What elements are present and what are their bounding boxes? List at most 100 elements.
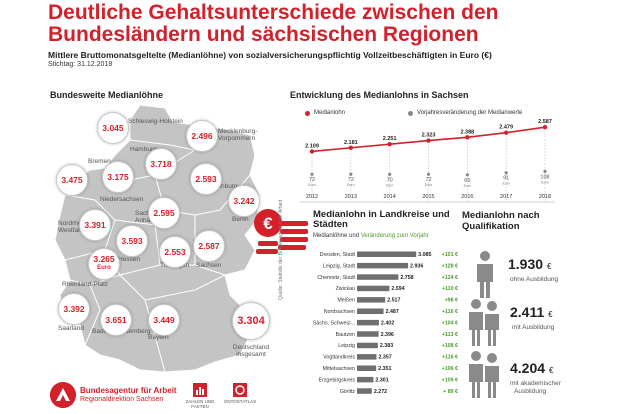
- label-bayern: Bayern: [148, 334, 169, 341]
- kreis-category-label: Erzgebirgskreis: [318, 377, 355, 383]
- trend-x-tick: 2013: [345, 194, 357, 200]
- qual-value-2-number: 2.411: [510, 304, 545, 320]
- kreis-category-label: Bautzen: [336, 332, 355, 338]
- trend-point-median: [309, 149, 315, 154]
- trend-label-median: 2.181: [344, 140, 358, 146]
- bubble-sachsen-anhalt: 2.595: [148, 197, 180, 229]
- qual-value-2: 2.411 €: [510, 304, 553, 320]
- label-hessen: Hessen: [118, 256, 141, 263]
- trend-point-median: [542, 124, 548, 130]
- kreis-bar: [357, 342, 378, 349]
- kreis-value-label: 2.517: [387, 298, 400, 304]
- kreise-heading: Medianlohn in Landkreise und Städten: [313, 209, 450, 230]
- kreis-value-label: 2.357: [378, 355, 391, 361]
- kreise-bar-chart: Dresden, Stadt 3.085 +101 € Leipzig, Stadt 2…: [313, 251, 458, 395]
- label-rheinland-pfalz: Rheinland-Pfalz: [62, 281, 108, 288]
- kreis-change-label: +104 €: [442, 320, 458, 326]
- legend-change-label: Vorjahresveränderung der Medianwerte: [417, 110, 523, 116]
- trend-point-median: [426, 138, 431, 143]
- trend-x-tick: 2016: [461, 194, 473, 200]
- bubble-schleswig-holstein: 3.045: [97, 112, 129, 144]
- kreise-sub-change: Veränderung zum Vorjahr: [360, 233, 429, 239]
- kreis-category-label: Dresden, Stadt: [320, 252, 356, 258]
- academic-workers-icon: [469, 351, 499, 398]
- trend-label-change: 65: [464, 178, 470, 184]
- trend-label-unit: Euro: [308, 183, 315, 187]
- germany-total-label-2: insgesamt: [236, 351, 266, 358]
- kreis-value-label: 2.272: [374, 389, 387, 395]
- trend-point-change: [388, 172, 392, 176]
- label-saarland: Saarland: [58, 325, 85, 332]
- kreis-bar: [357, 274, 399, 280]
- trend-x-tick: 2014: [384, 194, 396, 200]
- bubble-niedersachsen: 3.175: [102, 161, 134, 193]
- trend-point-median: [348, 145, 354, 150]
- trend-x-tick: 2017: [500, 194, 512, 200]
- label-bremen: Bremen: [88, 158, 111, 165]
- kreis-category-label: Görlitz: [340, 389, 356, 395]
- bubble-bremen: 3.475: [56, 164, 88, 196]
- trend-heading: Entwicklung des Medianlohns in Sachsen: [290, 90, 469, 100]
- trend-chart: 2.10972Euro20122.18172Euro20132.25170Eur…: [300, 119, 555, 203]
- trend-label-change: 91: [503, 176, 509, 182]
- qual-label-3a: mit akademischer: [510, 380, 561, 387]
- trend-label-unit: Euro: [425, 183, 432, 187]
- kreis-category-label: Vogtlandkreis: [323, 355, 355, 361]
- kreis-change-label: +106 €: [442, 366, 458, 372]
- germany-total-label-1: Deutschland: [232, 344, 270, 351]
- trend-point-median: [465, 135, 470, 140]
- trend-point-change: [504, 171, 508, 175]
- qual-value-2-unit: €: [548, 310, 553, 319]
- zahlen-fakten-caption: ZAHLEN UND FAKTEN: [185, 399, 215, 409]
- trend-point-median: [387, 142, 392, 147]
- label-schleswig-holstein: Schleswig-Holstein: [128, 118, 183, 125]
- label-sachsen: Sachsen: [196, 262, 222, 269]
- kreis-bar: [357, 331, 379, 337]
- kreis-value-label: 2.402: [381, 320, 394, 326]
- bubble-hamburg: 3.718: [145, 148, 177, 180]
- kreis-value-label: 2.936: [410, 263, 423, 269]
- kreis-change-label: +109 €: [442, 377, 458, 383]
- kreis-change-label: +113 €: [442, 332, 458, 338]
- label-sachsen-anhalt-2: Anhalt: [135, 217, 154, 224]
- qual-heading: Medianlohn nach Qualifikation: [462, 210, 540, 232]
- germany-total-value: 3.304: [232, 302, 270, 340]
- kreise-source: Quelle: Statistik der Bundesagentur für …: [278, 199, 284, 300]
- kreis-value-label: 2.487: [386, 309, 399, 315]
- trend-x-tick: 2012: [306, 194, 318, 200]
- qual-label-3b: Ausbildung: [514, 388, 547, 395]
- trend-label-median: 2.109: [305, 143, 319, 149]
- bubble-bayern: 3.449: [148, 304, 180, 336]
- zahlen-fakten-icon: [193, 383, 207, 397]
- kreis-bar: [357, 308, 384, 314]
- kreis-change-label: + 89 €: [443, 389, 458, 395]
- page-title: Deutliche Gehaltsunterschiede zwischen d…: [48, 1, 499, 46]
- trend-point-change: [349, 172, 353, 176]
- kreis-category-label: Zwickau: [336, 286, 355, 292]
- kreis-change-label: +108 €: [442, 343, 458, 349]
- qual-value-3-number: 4.204: [510, 360, 546, 376]
- kreis-bar: [357, 297, 386, 303]
- kreise-subheading: Medianlöhne und Veränderung zum Vorjahr: [313, 233, 429, 239]
- map-heading: Bundesweite Medianlöhne: [50, 90, 164, 100]
- kreis-bar: [357, 319, 379, 326]
- bubble-rheinland-pfalz: 3.265 Euro: [88, 248, 120, 280]
- qual-value-3-unit: €: [548, 366, 554, 375]
- kreis-bar: [357, 251, 417, 257]
- kreis-category-label: Sächs. Schweiz-..: [313, 320, 355, 326]
- trend-label-median: 2.388: [460, 129, 474, 135]
- qual-value-1-number: 1.930: [508, 256, 544, 272]
- legend-median-label: Medianlohn: [314, 110, 346, 116]
- trend-point-change: [426, 172, 431, 176]
- label-berlin: Berlin: [232, 216, 249, 223]
- bubble-sachsen: 2.587: [193, 230, 225, 262]
- legend-change-dot: [408, 111, 413, 116]
- trend-label-change: 70: [387, 177, 393, 183]
- trend-label-unit: Euro: [347, 183, 354, 187]
- trend-label-unit: Euro: [541, 180, 548, 184]
- svg-text:€: €: [263, 214, 273, 233]
- bubble-thueringen: 2.553: [159, 236, 191, 268]
- bubble-berlin: 3.242: [228, 185, 260, 217]
- kreis-bar: [357, 376, 374, 383]
- page-subtitle: Mittlere Bruttomonatsgeltelte (Medianlöh…: [48, 50, 492, 60]
